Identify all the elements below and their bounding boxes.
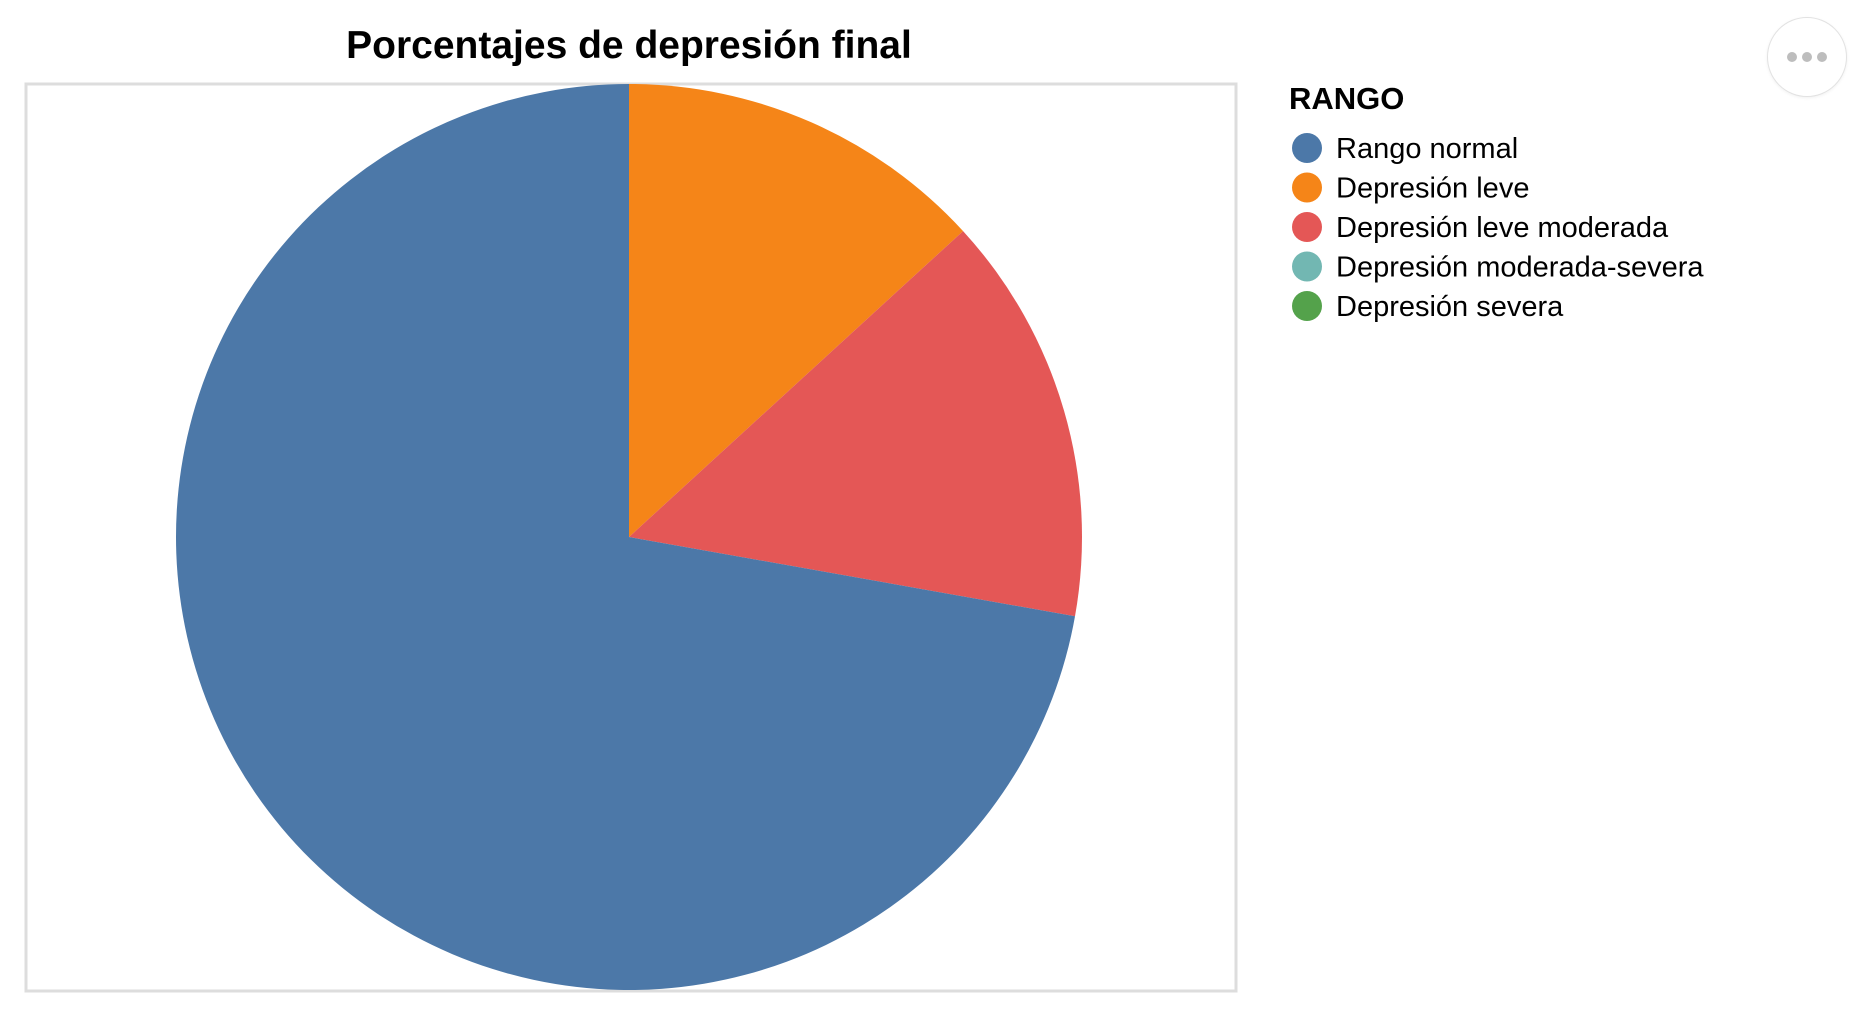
chart-title: Porcentajes de depresión final [346,24,912,67]
legend-label: Depresión leve moderada [1336,212,1669,244]
legend-swatch [1292,172,1322,203]
pie-slice-depresion-leve-moderada[interactable] [629,231,1083,617]
legend-label: Rango normal [1336,133,1518,165]
legend-swatch [1292,291,1322,321]
more-horizontal-icon [1787,52,1827,62]
legend: Rango normal Depresión leve Depresión leve… [1292,133,1704,323]
legend-swatch [1292,251,1322,282]
pie-slices [176,84,1083,990]
legend-label: Depresión leve [1336,173,1529,205]
pie-slice-depresion-leve[interactable] [629,84,964,537]
legend-swatch [1292,212,1322,242]
legend-title: RANGO [1289,81,1404,116]
pie-slice-rango-normal[interactable] [176,84,1076,990]
more-options-button[interactable] [1767,17,1847,97]
legend-label: Depresión moderada-severa [1336,252,1704,284]
legend-label: Depresión severa [1336,291,1564,323]
legend-swatch [1292,133,1322,163]
